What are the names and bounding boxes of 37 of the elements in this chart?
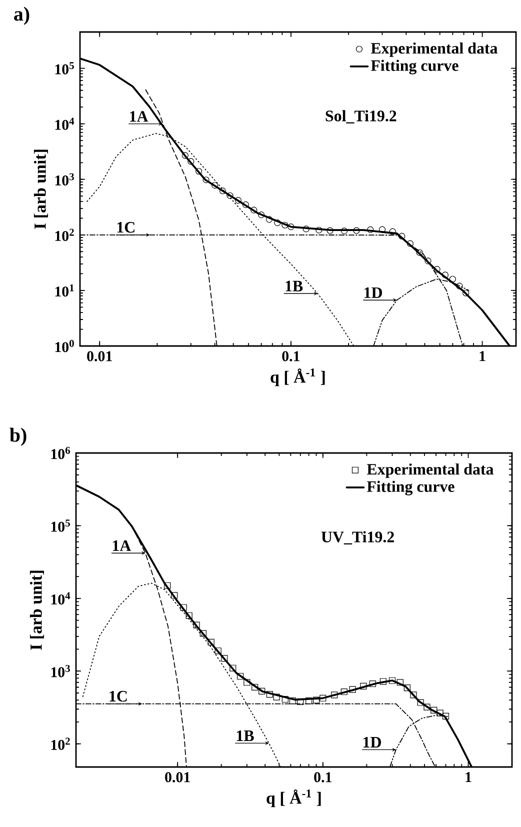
x-tick-label: 0.01	[165, 772, 190, 782]
y-axis-title: I [arb unit]	[34, 150, 48, 229]
legend-label: Experimental data	[370, 42, 498, 57]
y-tick-label: 10$^{5}$	[51, 520, 70, 532]
annotation: 1D	[364, 736, 381, 748]
y-tick-label: 10$^{2}$	[55, 228, 74, 242]
annotation: 1C	[110, 690, 127, 702]
y-axis-title: I [arb unit]	[30, 570, 44, 650]
annotation: 1A	[130, 111, 148, 122]
y-tick-label: 10$^{3}$	[51, 664, 70, 678]
y-tick-label: 10$^{2}$	[51, 738, 70, 750]
legend-label: Fitting curve	[370, 60, 458, 74]
annotation: 1C	[117, 222, 134, 233]
y-tick-label: 10$^{4}$	[51, 592, 70, 605]
x-tick-label: 1	[480, 351, 486, 362]
legend-label: Experimental data	[366, 463, 494, 478]
x-tick-label: 1	[466, 772, 472, 782]
annotation: 1A	[112, 540, 132, 551]
y-tick-label: 10$^{0}$	[55, 340, 74, 352]
y-tick-label: 10$^{3}$	[55, 173, 74, 186]
chart-title: b)	[10, 428, 26, 446]
annotation: 1B	[236, 730, 254, 742]
x-tick-label: 0.1	[314, 772, 332, 782]
annotation: 1B	[286, 280, 303, 292]
y-tick-label: 10$^{1}$	[55, 284, 74, 297]
x-tick-label: 0.01	[87, 351, 112, 362]
x-axis-title: q [ Å$^{-1}$ ]	[266, 790, 321, 808]
y-tick-label: 10$^{5}$	[55, 62, 74, 74]
legend-label: Fitting curve	[366, 480, 454, 496]
chart-title: a)	[14, 6, 30, 25]
y-tick-label: 10$^{4}$	[55, 118, 74, 130]
annotation: Sol_Ti19.2	[326, 110, 396, 124]
annotation: 1D	[364, 287, 382, 298]
y-tick-label: 10$^{6}$	[51, 446, 70, 460]
annotation: UV_Ti19.2	[321, 531, 394, 544]
x-axis-title: q [ Å$^{-1}$ ]	[270, 368, 325, 386]
x-tick-label: 0.1	[282, 351, 300, 362]
